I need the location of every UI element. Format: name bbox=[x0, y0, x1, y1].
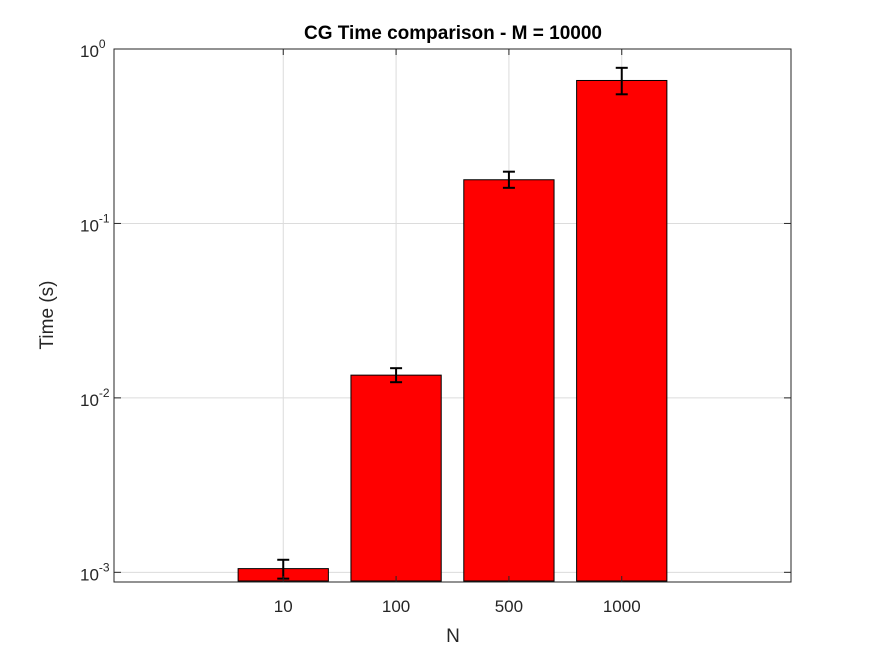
plot-background bbox=[114, 49, 791, 582]
x-axis-label: N bbox=[446, 626, 460, 647]
y-tick-label: 10-3 bbox=[80, 560, 110, 584]
bar-1000 bbox=[576, 79, 668, 582]
x-tick-label: 100 bbox=[382, 597, 410, 616]
x-tick-label: 10 bbox=[274, 597, 293, 616]
y-tick-label: 10-2 bbox=[80, 386, 110, 410]
y-tick-label: 10-1 bbox=[80, 211, 110, 235]
bar-layer bbox=[237, 79, 668, 582]
chart-title: CG Time comparison - M = 10000 bbox=[304, 23, 602, 44]
errorbar-layer bbox=[277, 66, 628, 580]
x-tick-label: 500 bbox=[495, 597, 523, 616]
bar-500 bbox=[463, 179, 555, 582]
y-tick-label: 100 bbox=[80, 37, 106, 61]
tick-layer: 10 100 500 1000 10-3 10-2 10-1 100 bbox=[80, 37, 791, 616]
bar-100 bbox=[350, 374, 442, 582]
y-axis-label: Time (s) bbox=[37, 281, 58, 350]
x-tick-label: 1000 bbox=[603, 597, 641, 616]
plot-frame bbox=[113, 48, 792, 583]
